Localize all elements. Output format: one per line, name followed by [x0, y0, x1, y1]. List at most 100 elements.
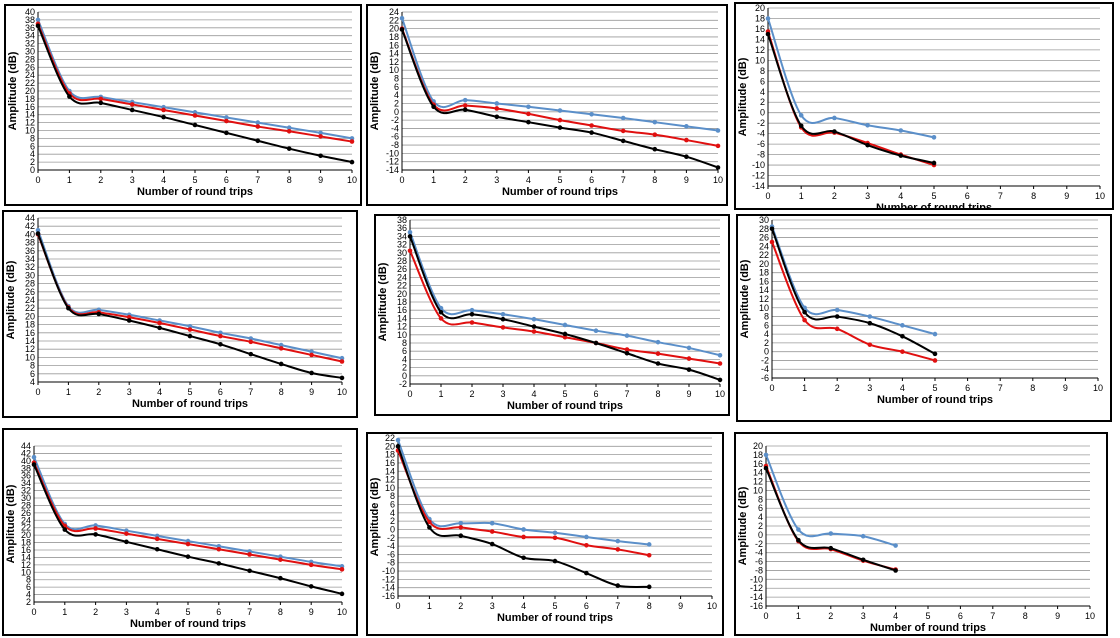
data-point-red [407, 248, 413, 254]
y-tick-label: 28 [25, 54, 35, 64]
data-point-blue [35, 17, 41, 23]
y-tick-label: 22 [385, 434, 395, 443]
data-point-red [552, 535, 558, 541]
y-tick-label: -12 [750, 583, 763, 593]
y-tick-label: 4 [758, 512, 763, 522]
x-tick-label: 1 [427, 601, 432, 611]
y-tick-label: 20 [759, 259, 769, 269]
data-point-blue [686, 345, 692, 351]
y-tick-label: 18 [389, 32, 399, 42]
y-tick-label: -8 [757, 150, 765, 160]
y-tick-label: 14 [753, 468, 763, 478]
data-point-black [867, 320, 873, 326]
y-tick-label: 16 [25, 328, 35, 338]
data-point-red [124, 531, 129, 536]
data-point-red [187, 327, 193, 332]
x-tick-label: 7 [990, 611, 995, 621]
y-tick-label: 36 [21, 471, 31, 481]
y-tick-label: 10 [385, 483, 395, 493]
y-tick-label: 4 [764, 329, 769, 339]
y-tick-label: 12 [397, 322, 407, 332]
x-tick-label: 10 [707, 601, 717, 611]
data-point-blue [531, 316, 537, 322]
x-tick-label: 9 [318, 175, 323, 185]
y-tick-label: 40 [25, 7, 35, 17]
x-tick-label: 1 [67, 175, 72, 185]
data-point-red [655, 351, 661, 356]
x-tick-label: 8 [287, 175, 292, 185]
data-point-black [192, 122, 198, 128]
x-tick-label: 4 [155, 607, 160, 617]
x-tick-label: 3 [861, 611, 866, 621]
y-tick-label: 4 [30, 149, 35, 159]
data-point-blue [624, 333, 630, 338]
y-tick-label: 16 [389, 40, 399, 50]
y-tick-label: 0 [390, 524, 395, 534]
x-tick-label: 7 [621, 175, 626, 185]
data-point-red [248, 339, 254, 345]
data-point-black [247, 568, 252, 574]
y-tick-label: 10 [21, 567, 31, 577]
y-tick-label: 30 [759, 216, 769, 225]
data-point-red [129, 102, 135, 107]
series-line-blue [37, 229, 343, 360]
x-tick-label: 8 [278, 607, 283, 617]
data-point-black [278, 361, 284, 367]
data-point-black [96, 311, 102, 317]
x-tick-label: 0 [765, 191, 770, 201]
data-point-black [35, 23, 41, 29]
y-tick-label: 2 [390, 516, 395, 526]
data-point-black [98, 100, 104, 106]
data-point-blue [931, 135, 937, 140]
x-tick-label: 1 [431, 175, 436, 185]
y-tick-label: 44 [25, 213, 35, 223]
data-point-blue [828, 531, 834, 536]
y-tick-label: 42 [21, 448, 31, 458]
data-point-black [593, 340, 599, 346]
x-tick-label: 5 [187, 387, 192, 397]
x-tick-label: 6 [589, 175, 594, 185]
data-point-black [187, 333, 193, 339]
line-chart: 4681012141618202224262830323436384042440… [5, 213, 347, 410]
x-tick-label: 7 [248, 387, 253, 397]
data-point-blue [593, 328, 599, 333]
y-tick-label: 0 [402, 371, 407, 381]
data-point-blue [309, 349, 314, 354]
data-point-blue [35, 228, 41, 233]
data-point-black [286, 146, 292, 151]
y-tick-label: 10 [759, 303, 769, 313]
y-tick-label: 8 [26, 575, 31, 585]
data-point-black [395, 444, 401, 449]
y-tick-label: 22 [21, 523, 31, 533]
data-point-black [431, 104, 436, 110]
y-tick-label: 8 [30, 361, 35, 371]
x-axis-label: Number of round trips [137, 186, 253, 198]
x-tick-label: 10 [337, 607, 347, 617]
y-tick-label: 28 [25, 279, 35, 289]
y-tick-label: 30 [21, 493, 31, 503]
data-point-black [717, 377, 723, 383]
data-point-blue [646, 542, 652, 547]
y-tick-label: 24 [389, 7, 399, 17]
x-tick-label: 5 [557, 175, 562, 185]
data-point-black [652, 146, 658, 152]
data-point-blue [494, 101, 500, 106]
series-line-red [33, 462, 343, 571]
data-point-black [796, 537, 801, 543]
y-tick-label: 2 [760, 97, 765, 107]
y-tick-label: 22 [25, 78, 35, 88]
y-tick-label: -4 [755, 548, 763, 558]
y-tick-label: -6 [755, 557, 763, 567]
data-point-blue [898, 128, 904, 133]
y-axis-label: Amplitude (dB) [377, 262, 389, 341]
x-tick-label: 1 [802, 383, 807, 393]
y-axis-label: Amplitude (dB) [369, 477, 381, 556]
x-tick-label: 6 [593, 389, 598, 399]
y-tick-label: 16 [759, 276, 769, 286]
x-tick-label: 0 [399, 175, 404, 185]
x-tick-label: 2 [458, 601, 463, 611]
data-point-black [216, 561, 222, 566]
